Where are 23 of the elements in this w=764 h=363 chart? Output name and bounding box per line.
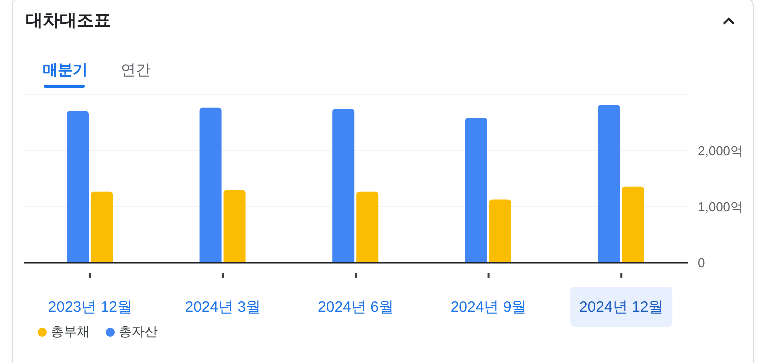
x-tick-label: 2024년 6월: [318, 299, 394, 316]
bar: [200, 108, 222, 263]
bar: [622, 186, 644, 263]
x-tick-label: 2024년 12월: [579, 299, 664, 316]
bar: [356, 192, 379, 263]
bar: [465, 118, 488, 263]
legend-label: 총부채: [51, 324, 90, 339]
bar: [67, 111, 89, 263]
bar: [489, 200, 512, 263]
y-tick-label: 2,000억: [698, 144, 744, 159]
x-tick-label: 2024년 9월: [450, 299, 527, 316]
legend-label: 총자산: [119, 324, 158, 339]
y-tick-label: 1,000억: [698, 200, 744, 215]
bar: [332, 109, 355, 263]
bar: [598, 105, 620, 263]
bar: [224, 190, 246, 263]
chart-title: 대차대조표: [26, 10, 111, 32]
text: 매분기: [43, 61, 88, 80]
y-tick-label: 0: [698, 256, 706, 271]
x-tick-label: 2024년 3월: [185, 299, 262, 316]
bar: [91, 192, 113, 263]
text: 연간: [121, 61, 151, 80]
x-tick-label: 2023년 12월: [48, 299, 133, 316]
